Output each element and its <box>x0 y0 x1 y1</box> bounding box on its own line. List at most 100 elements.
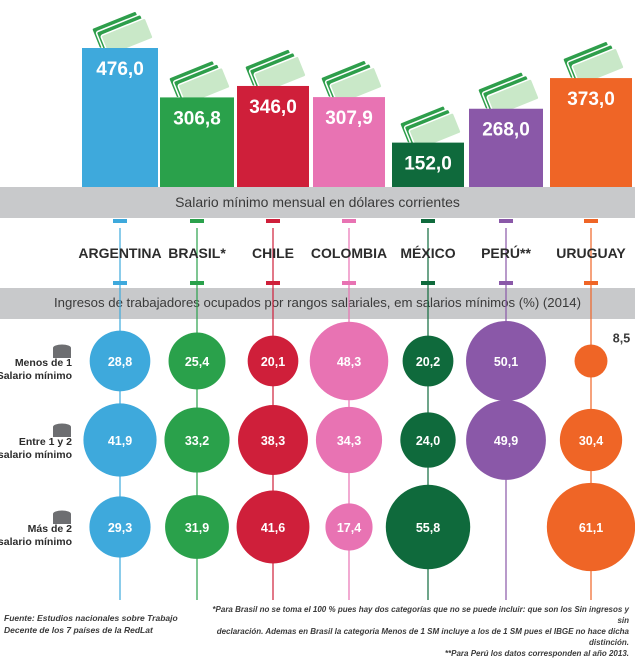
bubble-2-0 <box>89 496 151 558</box>
bubble-0-4 <box>402 335 454 387</box>
row-label-1-a: Entre 1 y 2 <box>19 436 72 448</box>
bar-4 <box>392 142 464 187</box>
country-label-3: COLOMBIA <box>311 245 387 261</box>
bubble-label-1-6: 30,4 <box>579 434 603 448</box>
bubble-label-2-2: 41,6 <box>261 521 285 535</box>
money-bills-icon <box>399 105 462 151</box>
money-bills-icon <box>244 48 307 95</box>
bubble-label-0-0: 28,8 <box>108 355 132 369</box>
country-tick-top-0 <box>113 219 127 223</box>
bar-value-label-6: 373,0 <box>567 89 615 110</box>
footnotes: *Para Brasil no se toma el 100 % pues ha… <box>199 604 629 659</box>
bar-6 <box>550 78 632 187</box>
bar-2 <box>237 85 309 187</box>
bubble-0-1 <box>168 332 226 390</box>
bubble-label-1-3: 34,3 <box>337 434 361 448</box>
bar-value-label-4: 152,0 <box>404 154 452 175</box>
coins-stack-icon <box>53 427 71 437</box>
bubble-label-1-0: 41,9 <box>108 434 132 448</box>
bar-title-band <box>0 187 635 218</box>
bubble-label-0-3: 48,3 <box>337 355 361 369</box>
row-label-0-b: Salario mínimo <box>0 370 72 382</box>
bubble-1-2 <box>238 405 308 475</box>
coins-stack-icon <box>53 514 71 524</box>
bubble-0-6 <box>574 344 608 378</box>
row-label-2-a: Más de 2 <box>28 523 73 535</box>
money-bill <box>408 112 462 151</box>
money-bill <box>253 55 307 95</box>
row-label-0-a: Menos de 1 <box>15 357 72 369</box>
bar-0 <box>82 48 158 187</box>
country-label-5: PERÚ** <box>481 244 531 261</box>
money-bills-icon <box>477 71 540 117</box>
bubble-1-0 <box>83 403 157 477</box>
footnote-brasil-2: declaración. Ademas en Brasil la categor… <box>216 627 629 647</box>
country-tick-bottom-4 <box>421 281 435 285</box>
country-tick-bottom-2 <box>266 281 280 285</box>
bubble-label-2-1: 31,9 <box>185 521 209 535</box>
country-tick-bottom-1 <box>190 281 204 285</box>
coins-stack-icon <box>53 348 71 358</box>
footnote-brasil-1: *Para Brasil no se toma el 100 % pues ha… <box>212 605 629 625</box>
bubble-1-1 <box>164 407 230 473</box>
country-label-0: ARGENTINA <box>78 245 161 261</box>
country-label-2: CHILE <box>252 245 294 261</box>
bubble-0-2 <box>247 335 299 387</box>
bubble-1-4 <box>400 412 456 468</box>
country-tick-top-4 <box>421 219 435 223</box>
source-note: Fuente: Estudios nacionales sobre Trabaj… <box>4 613 178 635</box>
bubble-0-3 <box>309 321 389 401</box>
bar-value-label-5: 268,0 <box>482 120 530 141</box>
country-tick-top-5 <box>499 219 513 223</box>
country-label-6: URUGUAY <box>556 245 626 261</box>
bubble-label-1-2: 38,3 <box>261 434 285 448</box>
country-tick-bottom-3 <box>342 281 356 285</box>
bubble-label-1-4: 24,0 <box>416 434 440 448</box>
bubble-label-2-4: 55,8 <box>416 521 440 535</box>
bubble-label-0-6: 8,5 <box>613 332 630 346</box>
money-bills-icon <box>320 59 383 106</box>
bubble-chart-title: Ingresos de trabajadores ocupados por ra… <box>53 295 582 310</box>
bubble-2-3 <box>325 503 373 551</box>
money-bill <box>177 66 231 106</box>
money-bills-icon <box>562 40 625 87</box>
bubble-0-5 <box>466 321 546 401</box>
bubble-label-2-0: 29,3 <box>108 521 132 535</box>
money-bill <box>100 17 154 57</box>
bar-value-label-3: 307,9 <box>325 108 373 129</box>
country-tick-top-3 <box>342 219 356 223</box>
bar-value-label-1: 306,8 <box>173 108 221 129</box>
bubble-label-2-3: 17,4 <box>337 521 361 535</box>
bubble-label-1-5: 49,9 <box>494 434 518 448</box>
bubble-0-0 <box>89 330 151 392</box>
infographic: Salario mínimo mensual en dólares corrie… <box>0 10 635 658</box>
bar-chart-title: Salario mínimo mensual en dólares corrie… <box>175 194 460 210</box>
row-label-1-b: salario mínimo <box>0 449 72 461</box>
row-label-2-b: salario mínimo <box>0 536 72 548</box>
footnote-peru: **Para Perú los datos corresponden al añ… <box>444 649 629 658</box>
money-bill <box>571 47 625 87</box>
bar-value-label-0: 476,0 <box>96 59 144 80</box>
country-label-4: MÉXICO <box>400 245 455 261</box>
bubble-1-5 <box>466 400 546 480</box>
country-tick-top-1 <box>190 219 204 223</box>
country-tick-top-6 <box>584 219 598 223</box>
bubble-label-2-6: 61,1 <box>579 521 603 535</box>
bubble-2-1 <box>165 495 229 559</box>
bubble-label-0-2: 20,1 <box>261 355 285 369</box>
bar-value-label-2: 346,0 <box>249 97 297 118</box>
country-tick-bottom-0 <box>113 281 127 285</box>
money-bill <box>486 78 540 117</box>
bubble-label-0-1: 25,4 <box>185 355 209 369</box>
bubble-label-0-4: 20,2 <box>416 355 440 369</box>
country-tick-bottom-5 <box>499 281 513 285</box>
bar-5 <box>469 108 543 187</box>
bubble-label-0-5: 50,1 <box>494 355 518 369</box>
bubble-1-3 <box>315 406 383 474</box>
bubble-1-6 <box>559 408 623 472</box>
money-bills-icon <box>91 10 154 57</box>
money-bill <box>329 66 383 106</box>
country-tick-bottom-6 <box>584 281 598 285</box>
bubble-label-1-1: 33,2 <box>185 434 209 448</box>
money-bills-icon <box>168 59 231 106</box>
